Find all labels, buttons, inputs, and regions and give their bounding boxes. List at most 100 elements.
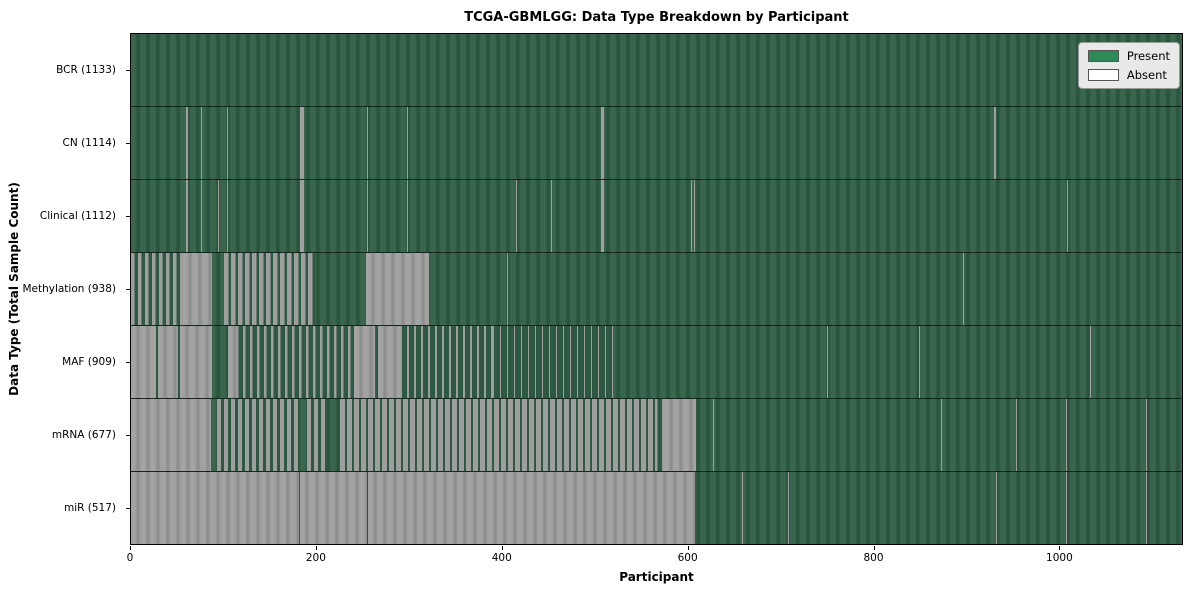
segment-absent-mRNA [664, 399, 696, 471]
row-Clinical [131, 180, 1182, 253]
row-BCR [131, 34, 1182, 107]
segment-absent-mRNA [712, 399, 714, 471]
segment-absent-miR [1066, 472, 1068, 544]
segment-absent-Clinical [694, 180, 696, 252]
legend-swatch-present-icon [1087, 50, 1119, 62]
segment-absent-miR [367, 472, 695, 544]
x-tick-labels: 0 200 400 600 800 1000 [127, 545, 1183, 567]
y-tick-label-Methylation: Methylation (938) [22, 283, 116, 295]
x-tick-label-200: 200 [305, 552, 326, 564]
segment-absent-Clinical [200, 180, 202, 252]
segment-absent-CN [227, 107, 229, 179]
segment-absent-CN [601, 107, 605, 179]
row-Methylation [131, 253, 1182, 326]
segment-absent-Methylation [182, 253, 212, 325]
y-tick-mark [126, 362, 130, 364]
segment-absent-mRNA [131, 399, 211, 471]
segment-absent-Clinical [299, 180, 304, 252]
segment-absent-CN [200, 107, 202, 179]
segment-mixed-MAF [492, 326, 614, 398]
segment-mixed-MAF [400, 326, 493, 398]
segment-mixed-Methylation [131, 253, 183, 325]
segment-absent-Methylation [963, 253, 965, 325]
y-tick-mark [126, 69, 130, 71]
x-tick-label-800: 800 [863, 552, 884, 564]
y-tick-label-miR: miR (517) [63, 502, 116, 515]
segment-absent-MAF [919, 326, 921, 398]
segment-absent-CN [185, 107, 188, 179]
row-miR [131, 472, 1182, 544]
row-MAF [131, 326, 1182, 399]
segment-absent-Clinical [1066, 180, 1068, 252]
segment-absent-Methylation [506, 253, 508, 325]
y-tick-label-BCR: BCR (1133) [56, 63, 116, 76]
y-tick-label-CN: CN (1114) [62, 136, 116, 149]
segment-mixed-mRNA [339, 399, 656, 471]
legend-entry-absent: Absent [1087, 68, 1170, 82]
x-tick-label-400: 400 [491, 552, 512, 564]
segment-absent-CN [366, 107, 368, 179]
segment-absent-miR [131, 472, 299, 544]
segment-absent-MAF [353, 326, 375, 398]
segment-absent-mRNA [1145, 399, 1147, 471]
y-tick-mark [126, 289, 130, 290]
segment-absent-mRNA [1066, 399, 1068, 471]
y-tick-mark [126, 215, 130, 217]
segment-mixed-Methylation [223, 253, 315, 325]
segment-absent-mRNA [1015, 399, 1017, 471]
segment-absent-MAF [131, 326, 157, 398]
x-tick-mark-0 [130, 546, 131, 550]
legend-label-absent: Absent [1126, 68, 1167, 82]
y-tick-mark [126, 508, 130, 510]
segment-absent-Clinical [691, 180, 693, 252]
segment-absent-miR [1145, 472, 1147, 544]
y-tick-labels: BCR (1133) CN (1114) Clinical (1112) Methyl… [0, 33, 126, 545]
x-tick-label-600: 600 [677, 552, 698, 564]
x-tick-mark-1000 [1059, 546, 1061, 550]
segment-absent-Methylation [365, 253, 429, 325]
segment-mixed-mRNA [307, 399, 326, 471]
segment-absent-MAF [228, 326, 236, 398]
segment-absent-mRNA [940, 399, 942, 471]
segment-absent-Clinical [218, 180, 220, 252]
segment-absent-miR [996, 472, 998, 544]
row-CN [131, 107, 1182, 180]
segment-absent-Clinical [406, 180, 408, 252]
segment-absent-MAF [157, 326, 179, 398]
segment-mixed-mRNA [655, 399, 665, 471]
legend-label-present: Present [1126, 49, 1170, 63]
y-tick-label-Clinical: Clinical (1112) [39, 209, 116, 222]
x-axis-label: Participant [619, 570, 694, 584]
chart-title: TCGA-GBMLGG: Data Type Breakdown by Part… [464, 10, 849, 25]
plot-area [130, 33, 1183, 545]
segment-absent-Clinical [185, 180, 188, 252]
legend-swatch-absent-icon [1087, 69, 1119, 81]
y-tick-mark [126, 435, 130, 437]
segment-absent-Clinical [515, 180, 517, 252]
y-tick-mark [126, 142, 130, 144]
segment-absent-miR [742, 472, 744, 544]
legend-entry-present: Present [1087, 49, 1170, 63]
segment-absent-CN [993, 107, 996, 179]
segment-absent-miR [299, 472, 367, 544]
x-tick-mark-400 [501, 546, 503, 550]
legend: Present Absent [1077, 42, 1180, 89]
segment-absent-Clinical [601, 180, 605, 252]
x-tick-label-1000: 1000 [1046, 552, 1073, 564]
segment-absent-miR [787, 472, 789, 544]
segment-absent-Clinical [227, 180, 229, 252]
segment-absent-CN [299, 107, 304, 179]
segment-absent-Clinical [551, 180, 553, 252]
segment-absent-CN [406, 107, 408, 179]
segment-absent-MAF [826, 326, 828, 398]
segment-absent-MAF [180, 326, 212, 398]
x-tick-mark-200 [315, 546, 317, 550]
y-tick-label-mRNA: mRNA (677) [51, 429, 116, 442]
x-tick-mark-800 [873, 546, 875, 550]
x-tick-mark-600 [687, 546, 689, 550]
segment-absent-Clinical [366, 180, 368, 252]
row-mRNA [131, 399, 1182, 472]
segment-absent-MAF [1090, 326, 1092, 398]
segment-mixed-mRNA [217, 399, 298, 471]
